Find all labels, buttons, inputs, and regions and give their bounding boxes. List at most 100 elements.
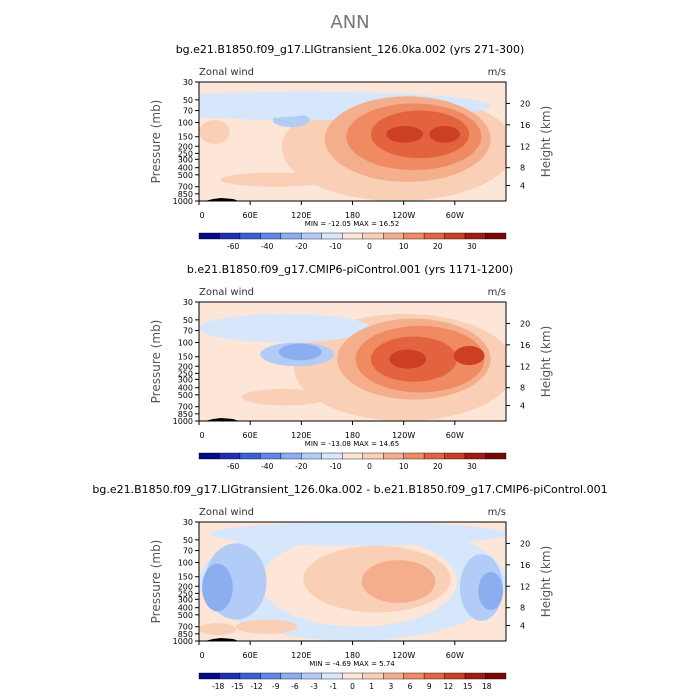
colorbar-swatch <box>301 232 323 240</box>
y-tick-label: 250 <box>178 369 193 378</box>
y-tick-label: 150 <box>178 133 193 142</box>
y-tick-label: 850 <box>178 630 193 639</box>
y-tick-label: 500 <box>178 171 193 180</box>
contour-region <box>361 560 436 603</box>
colorbar-swatch <box>362 672 384 680</box>
chart-panel-2: b.e21.B1850.f09_g17.CMIP6-piControl.001 … <box>149 263 553 471</box>
y-tick-label: 100 <box>178 338 193 347</box>
colorbar-swatch <box>301 672 323 680</box>
y-tick-label: 700 <box>178 183 193 192</box>
y-tick-label: 50 <box>183 96 193 105</box>
contour-field <box>199 82 506 201</box>
panel-title: bg.e21.B1850.f09_g17.LIGtransient_126.0k… <box>92 483 607 496</box>
contour-region <box>205 93 328 118</box>
colorbar-label: 9 <box>427 682 432 691</box>
colorbar-swatch <box>383 452 404 460</box>
colorbar-swatch <box>260 672 282 680</box>
y-axis-label: Pressure (mb) <box>149 320 163 404</box>
x-tick-label: 0 <box>199 431 204 440</box>
y2-tick-label: 12 <box>520 582 530 591</box>
y2-tick-label: 20 <box>520 99 530 108</box>
min-max-stats: MIN = -4.69 MAX = 5.74 <box>309 660 395 668</box>
contour-region <box>199 623 236 636</box>
colorbar-swatch <box>219 452 241 460</box>
y2-tick-label: 4 <box>520 182 525 191</box>
contour-region <box>199 313 371 343</box>
colorbar-label: 1 <box>369 682 374 691</box>
colorbar-label: -10 <box>329 462 341 471</box>
y2-tick-label: 20 <box>520 319 530 328</box>
colorbar-swatch <box>342 452 363 460</box>
colorbar-swatch <box>403 232 425 240</box>
colorbar-label: -40 <box>261 462 273 471</box>
colorbar-swatch <box>444 452 466 460</box>
colorbar-swatch <box>485 232 507 240</box>
chart-panel-3: bg.e21.B1850.f09_g17.LIGtransient_126.0k… <box>92 483 607 691</box>
colorbar-swatch <box>485 672 507 680</box>
x-tick-label: 60E <box>243 651 258 660</box>
y-tick-label: 300 <box>178 595 193 604</box>
contour-region <box>211 522 506 546</box>
colorbar-swatch <box>198 232 220 240</box>
y-tick-label: 200 <box>178 142 193 151</box>
x-tick-label: 120W <box>392 211 415 220</box>
colorbar-label: 18 <box>482 682 492 691</box>
contour-region <box>453 346 485 366</box>
colorbar-label: -60 <box>227 462 239 471</box>
x-tick-label: 0 <box>199 651 204 660</box>
colorbar-swatch <box>423 452 445 460</box>
colorbar-label: -15 <box>231 682 243 691</box>
y-tick-label: 1000 <box>173 417 193 426</box>
colorbar-label: 20 <box>433 242 443 251</box>
contour-region <box>202 563 233 612</box>
colorbar-swatch <box>403 672 425 680</box>
y-tick-label: 500 <box>178 391 193 400</box>
y-tick-label: 1000 <box>173 197 193 206</box>
x-tick-label: 60W <box>446 431 464 440</box>
y-tick-label: 300 <box>178 155 193 164</box>
colorbar-swatch <box>280 452 302 460</box>
x-tick-label: 60E <box>243 431 258 440</box>
contour-region <box>389 349 427 369</box>
colorbar-swatch <box>464 672 486 680</box>
colorbar-label: -20 <box>295 462 307 471</box>
x-tick-label: 120E <box>291 211 311 220</box>
x-tick-label: 120E <box>291 431 311 440</box>
colorbar-swatch <box>239 232 261 240</box>
colorbar-swatch <box>362 232 384 240</box>
colorbar-swatch <box>239 672 261 680</box>
figure-suptitle: ANN <box>330 12 370 33</box>
y-tick-label: 30 <box>183 518 193 527</box>
y-axis-label: Pressure (mb) <box>149 100 163 184</box>
x-tick-label: 180 <box>345 651 360 660</box>
contour-region <box>386 126 424 143</box>
colorbar-label: 12 <box>444 682 454 691</box>
colorbar-label: 6 <box>408 682 413 691</box>
colorbar-label: -9 <box>272 682 280 691</box>
contour-region <box>241 388 328 406</box>
y2-axis-label: Height (km) <box>539 106 553 177</box>
colorbar-label: 0 <box>367 462 372 471</box>
topography-mask <box>205 638 239 641</box>
x-tick-label: 0 <box>199 211 204 220</box>
panel-units-label: m/s <box>488 67 506 78</box>
y-tick-label: 250 <box>178 589 193 598</box>
y-tick-label: 500 <box>178 611 193 620</box>
y-tick-label: 250 <box>178 149 193 158</box>
colorbar-label: 3 <box>388 682 393 691</box>
min-max-stats: MIN = -12.05 MAX = 16.52 <box>305 220 399 228</box>
y-tick-label: 150 <box>178 353 193 362</box>
colorbar-label: 0 <box>367 242 372 251</box>
colorbar-swatch <box>423 232 445 240</box>
colorbar-label: -1 <box>330 682 338 691</box>
panel-left-label: Zonal wind <box>199 287 254 298</box>
colorbar-swatch <box>383 672 404 680</box>
y2-tick-label: 16 <box>520 341 530 350</box>
colorbar-label: 10 <box>399 462 409 471</box>
y-tick-label: 100 <box>178 558 193 567</box>
colorbar-swatch <box>198 672 220 680</box>
y-tick-label: 400 <box>178 384 193 393</box>
y2-axis-label: Height (km) <box>539 546 553 617</box>
colorbar-swatch <box>383 232 404 240</box>
panel-left-label: Zonal wind <box>199 507 254 518</box>
